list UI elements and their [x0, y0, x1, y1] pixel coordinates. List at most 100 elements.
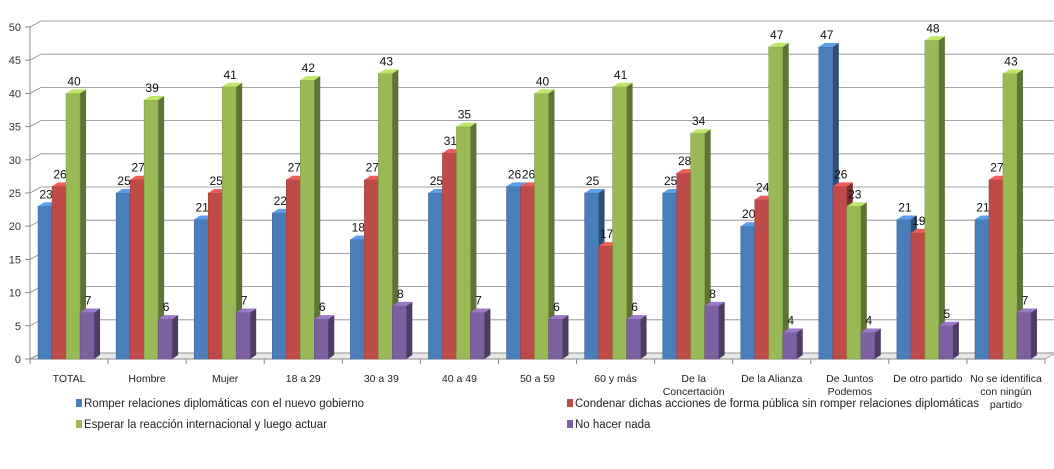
grid-line-diag — [29, 20, 42, 28]
bar — [768, 42, 789, 360]
bar — [938, 321, 959, 360]
data-label: 17 — [600, 227, 614, 241]
data-label: 47 — [820, 28, 834, 42]
x-tick-label: De otro partido — [893, 373, 963, 385]
data-label: 40 — [536, 74, 550, 88]
x-tick-label: partido — [990, 399, 1022, 411]
data-label: 22 — [274, 194, 288, 208]
y-tick-label: 0 — [15, 354, 21, 366]
x-tick-label: 50 a 59 — [520, 373, 555, 385]
y-tick-label: 20 — [9, 221, 21, 233]
bar — [626, 315, 647, 360]
data-label: 41 — [614, 68, 628, 82]
grid-line-diag — [29, 120, 42, 127]
legend-swatch — [567, 399, 573, 407]
data-label: 24 — [756, 181, 770, 195]
bar — [1002, 69, 1023, 360]
bar — [704, 301, 725, 360]
data-label: 28 — [678, 154, 692, 168]
x-tick-label: TOTAL — [53, 373, 86, 385]
data-label: 47 — [770, 28, 784, 42]
x-tick-label: Podemos — [828, 386, 872, 398]
data-label: 7 — [475, 294, 482, 308]
data-label: 5 — [944, 307, 951, 321]
data-label: 21 — [898, 201, 912, 215]
data-label: 25 — [430, 174, 444, 188]
data-label: 27 — [366, 161, 380, 175]
data-label: 7 — [1022, 294, 1029, 308]
y-tick-label: 30 — [9, 155, 21, 167]
data-label: 23 — [848, 187, 862, 201]
bar — [612, 82, 633, 360]
x-tick-label: 30 a 39 — [364, 373, 399, 385]
data-label: 21 — [976, 201, 990, 215]
y-tick-label: 40 — [9, 88, 21, 100]
x-tick-label: 60 y más — [594, 373, 637, 385]
data-label: 41 — [224, 68, 238, 82]
data-label: 6 — [553, 300, 560, 314]
x-tick-label: Concertación — [663, 386, 725, 398]
data-label: 34 — [692, 114, 706, 128]
x-tick-label: De la Alianza — [741, 373, 802, 385]
x-tick-label: 40 a 49 — [442, 373, 477, 385]
data-label: 25 — [664, 174, 678, 188]
data-label: 35 — [458, 108, 472, 122]
data-label: 31 — [444, 134, 458, 148]
bar — [860, 328, 881, 360]
data-label: 21 — [196, 201, 210, 215]
bar — [143, 96, 165, 360]
data-label: 8 — [709, 287, 716, 301]
bar — [235, 308, 257, 360]
legend-swatch — [76, 399, 82, 407]
data-label: 25 — [210, 174, 224, 188]
bar — [65, 89, 87, 360]
bar — [782, 328, 803, 360]
y-tick-label: 10 — [9, 288, 21, 300]
data-label: 26 — [522, 167, 536, 181]
grid-line-diag — [29, 153, 42, 161]
bar — [690, 129, 711, 360]
data-label: 39 — [145, 81, 159, 95]
data-label: 4 — [787, 313, 794, 327]
legend-swatch — [76, 420, 82, 428]
data-label: 43 — [380, 54, 394, 68]
data-label: 26 — [53, 167, 67, 181]
plot-wall-top — [30, 21, 1054, 27]
legend-label: Romper relaciones diplomáticas con el nu… — [84, 398, 364, 410]
grid-line-diag — [29, 87, 42, 94]
bar — [456, 122, 477, 360]
legend-label: Condenar dichas acciones de forma públic… — [575, 398, 979, 410]
y-tick-label: 25 — [9, 188, 21, 200]
x-tick-label: De Juntos — [826, 373, 873, 385]
x-tick-label: No se identifica — [970, 373, 1042, 385]
data-label: 23 — [39, 187, 53, 201]
data-label: 4 — [865, 313, 872, 327]
bar — [378, 69, 399, 360]
data-label: 27 — [288, 161, 302, 175]
bar — [314, 315, 335, 360]
data-label: 40 — [67, 74, 81, 88]
bar — [157, 315, 179, 360]
bar — [79, 308, 101, 360]
x-tick-label: Mujer — [212, 373, 239, 385]
data-label: 43 — [1004, 54, 1018, 68]
data-label: 26 — [834, 167, 848, 181]
y-tick-label: 5 — [15, 321, 21, 333]
y-tick-label: 15 — [9, 254, 21, 266]
data-label: 7 — [241, 294, 248, 308]
data-label: 25 — [117, 174, 131, 188]
bar — [392, 301, 413, 360]
data-label: 26 — [508, 167, 522, 181]
legend-label: Esperar la reacción internacional y lueg… — [84, 419, 327, 431]
data-label: 6 — [631, 300, 638, 314]
data-label: 25 — [586, 174, 600, 188]
data-label: 27 — [990, 161, 1004, 175]
data-label: 8 — [397, 287, 404, 301]
y-tick-label: 35 — [9, 122, 21, 134]
bar — [300, 76, 321, 360]
data-label: 48 — [926, 21, 940, 35]
bar — [1016, 308, 1037, 360]
bar — [470, 308, 491, 360]
